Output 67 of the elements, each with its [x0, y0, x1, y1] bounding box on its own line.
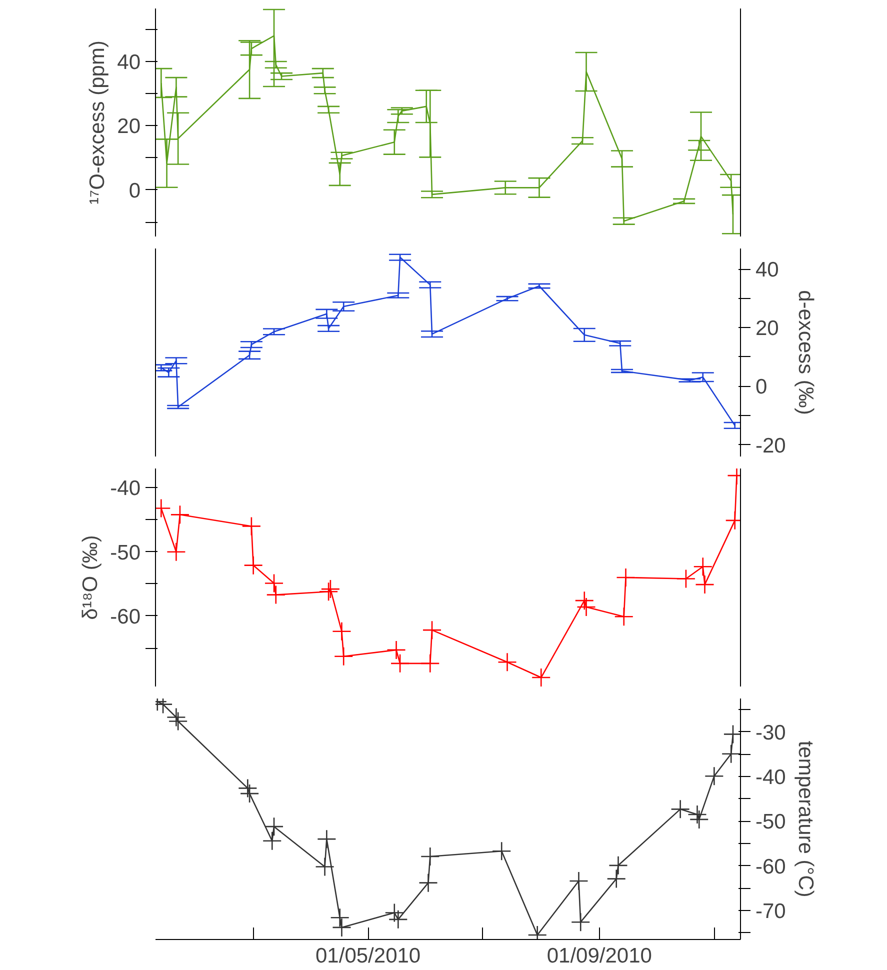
- y2-tick-label: 40: [756, 258, 779, 282]
- point: [166, 708, 186, 727]
- y-tick-label: 20: [117, 115, 140, 138]
- point: [695, 574, 714, 594]
- point: [531, 668, 551, 686]
- x-tick-label: 01/09/2010: [546, 944, 652, 968]
- y2-tick-label: -50: [756, 810, 786, 834]
- x-tick-label: 01/05/2010: [316, 944, 421, 968]
- y2-tick-label: 0: [756, 376, 768, 399]
- point: [168, 712, 188, 731]
- point: [606, 869, 626, 888]
- point: [262, 831, 282, 851]
- point: [242, 516, 262, 536]
- point: [244, 556, 263, 575]
- point: [170, 505, 190, 524]
- point: [614, 606, 634, 626]
- point: [574, 590, 594, 610]
- point: [608, 856, 628, 876]
- point: [386, 640, 406, 660]
- point: [420, 654, 440, 674]
- point: [332, 622, 352, 642]
- point: [689, 810, 709, 830]
- y-tick-label: -40: [110, 477, 141, 500]
- point: [721, 744, 740, 764]
- point: [670, 800, 690, 819]
- point: [693, 556, 713, 576]
- y2-tick-label: 20: [756, 317, 779, 340]
- y2-axis-title: d-excess (‰): [794, 290, 817, 415]
- y-tick-label: 0: [128, 179, 141, 202]
- point: [315, 857, 334, 876]
- y-tick-label: -60: [110, 605, 141, 628]
- y-tick-label: 40: [117, 50, 140, 74]
- point: [676, 569, 696, 588]
- point: [492, 841, 512, 861]
- point: [264, 574, 284, 593]
- y2-axis-title: temperature (°C): [794, 740, 817, 898]
- point: [166, 542, 186, 562]
- point: [570, 912, 590, 932]
- y2-tick-label: -40: [756, 766, 786, 790]
- point: [390, 654, 410, 674]
- point: [334, 646, 354, 666]
- y2-tick-label: -60: [756, 855, 786, 878]
- y-tick-label: -50: [110, 541, 141, 564]
- point: [704, 766, 724, 786]
- y2-tick-label: -30: [756, 721, 786, 744]
- point: [266, 585, 286, 604]
- point: [688, 804, 707, 824]
- point: [422, 620, 442, 640]
- point: [238, 778, 258, 798]
- point: [317, 829, 336, 849]
- y2-tick-label: -70: [756, 900, 786, 923]
- point: [388, 910, 408, 930]
- point: [264, 816, 284, 836]
- point: [569, 871, 588, 891]
- y-axis-title: ¹⁷O-excess (ppm): [86, 40, 110, 204]
- point: [240, 784, 260, 804]
- point: [616, 568, 636, 588]
- point: [576, 597, 596, 617]
- line-series: [160, 256, 736, 426]
- point: [384, 903, 404, 922]
- point: [420, 846, 440, 866]
- y2-tick-label: -20: [756, 434, 786, 458]
- y-axis-title: δ¹⁸O (‰): [79, 535, 102, 620]
- point: [332, 918, 352, 938]
- point: [498, 652, 517, 672]
- point: [330, 908, 350, 928]
- point: [418, 873, 438, 892]
